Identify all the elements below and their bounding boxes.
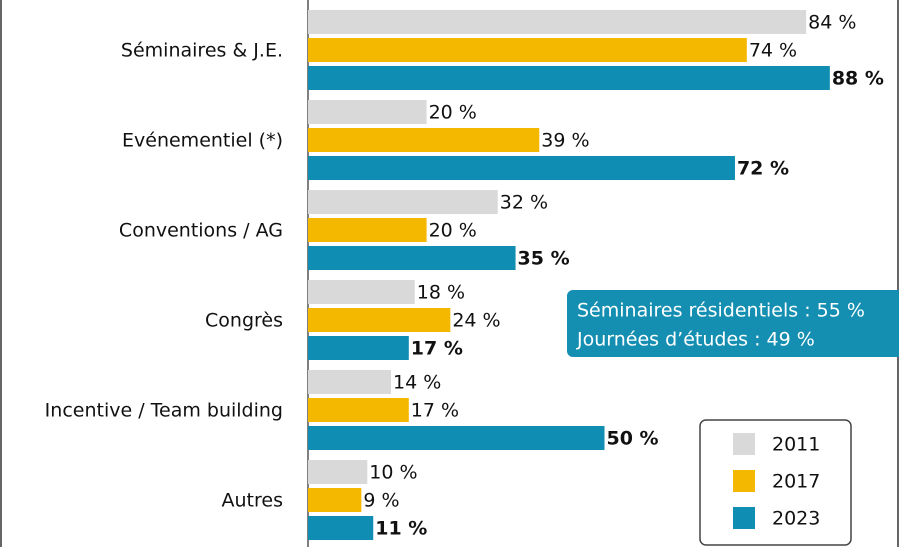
annotation: Séminaires résidentiels : 55 % [577,300,865,322]
bar [308,246,516,270]
category-label: Evénementiel (*) [122,130,283,152]
value-label: 88 % [832,68,884,90]
bar [308,516,374,540]
value-label: 17 % [411,338,463,360]
annotation-box [567,290,899,357]
category-label: Séminaires & J.E. [121,40,283,62]
value-label: 32 % [500,192,548,214]
bar [308,218,427,242]
bar [308,100,427,124]
bars: Séminaires & J.E. 84 % 74 % 88 % Evénementie… [45,10,884,540]
annotation: Journées d’études : 49 % [576,329,815,351]
value-label: 17 % [411,400,459,422]
bar [308,398,409,422]
bar [308,156,735,180]
bar [308,38,747,62]
value-label: 72 % [737,158,789,180]
legend-label: 2023 [772,508,820,530]
category-label: Conventions / AG [119,220,283,242]
value-label: 20 % [429,220,477,242]
bar [308,460,368,484]
value-label: 10 % [369,462,417,484]
value-label: 24 % [452,310,500,332]
value-label: 39 % [541,130,589,152]
bar [308,488,362,512]
legend-swatch [733,507,755,529]
value-label: 14 % [393,372,441,394]
legend-label: 2017 [772,471,820,493]
value-label: 11 % [375,518,427,540]
bar [308,66,830,90]
category-label: Incentive / Team building [45,400,283,422]
category-label: Autres [222,490,283,512]
value-label: 74 % [749,40,797,62]
bar [308,190,498,214]
value-label: 50 % [607,428,659,450]
value-label: 18 % [417,282,465,304]
category-label: Congrès [205,310,283,332]
value-label: 9 % [363,490,399,512]
legend-swatch [733,433,755,455]
legend: 2011 2017 2023 [733,433,820,530]
value-label: 35 % [518,248,570,270]
legend-label: 2011 [772,434,820,456]
bar [308,370,392,394]
bar [308,426,605,450]
value-label: 20 % [429,102,477,124]
value-label: 84 % [808,12,856,34]
bar [308,128,540,152]
bar [308,308,451,332]
bar [308,10,807,34]
bar [308,280,415,304]
legend-swatch [733,470,755,492]
bar [308,336,409,360]
